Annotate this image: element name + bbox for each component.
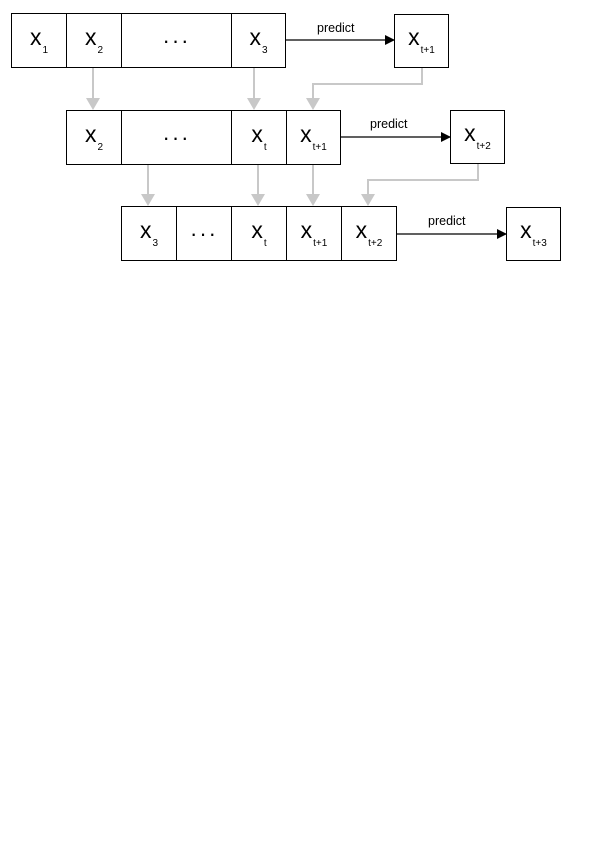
window1-cell-ellipsis: ··· xyxy=(122,14,232,67)
shift-head-7 xyxy=(361,194,375,206)
output-box-xt3: xt+3 xyxy=(506,207,561,261)
window3-cell-xt: xt xyxy=(232,207,287,260)
shift-head-1 xyxy=(86,98,100,110)
input-window-2: x2 ··· xt xt+1 xyxy=(66,110,341,165)
predict-label-3: predict xyxy=(428,214,466,228)
shift-head-6 xyxy=(306,194,320,206)
window2-cell-xt: xt xyxy=(232,111,287,164)
shift-head-4 xyxy=(141,194,155,206)
window2-cell-x2: x2 xyxy=(67,111,122,164)
feedback-arrow-xt2 xyxy=(367,164,479,196)
window1-cell-x2: x2 xyxy=(67,14,122,67)
shift-head-2 xyxy=(247,98,261,110)
window3-cell-ellipsis: ··· xyxy=(177,207,232,260)
window1-cell-x1: x1 xyxy=(12,14,67,67)
output-box-xt2: xt+2 xyxy=(450,110,505,164)
window3-cell-xt2: xt+2 xyxy=(355,216,383,249)
window2-cell-ellipsis: ··· xyxy=(122,111,232,164)
predict-label-2: predict xyxy=(370,117,408,131)
window3-cell-xt1: xt+1 xyxy=(287,207,342,260)
output-box-xt1: xt+1 xyxy=(394,14,449,68)
shift-head-5 xyxy=(251,194,265,206)
window3-cell-x3: x3 xyxy=(122,207,177,260)
window1-cell-x3: x3 xyxy=(249,23,268,56)
input-window-3: x3 ··· xt xt+1 xt+2 xyxy=(121,206,397,261)
feedback-arrow-xt1 xyxy=(312,68,423,100)
window2-cell-xt1: xt+1 xyxy=(300,120,327,153)
shift-head-3 xyxy=(306,98,320,110)
predict-label-1: predict xyxy=(317,21,355,35)
input-window-1: x1 x2 ··· x3 xyxy=(11,13,286,68)
